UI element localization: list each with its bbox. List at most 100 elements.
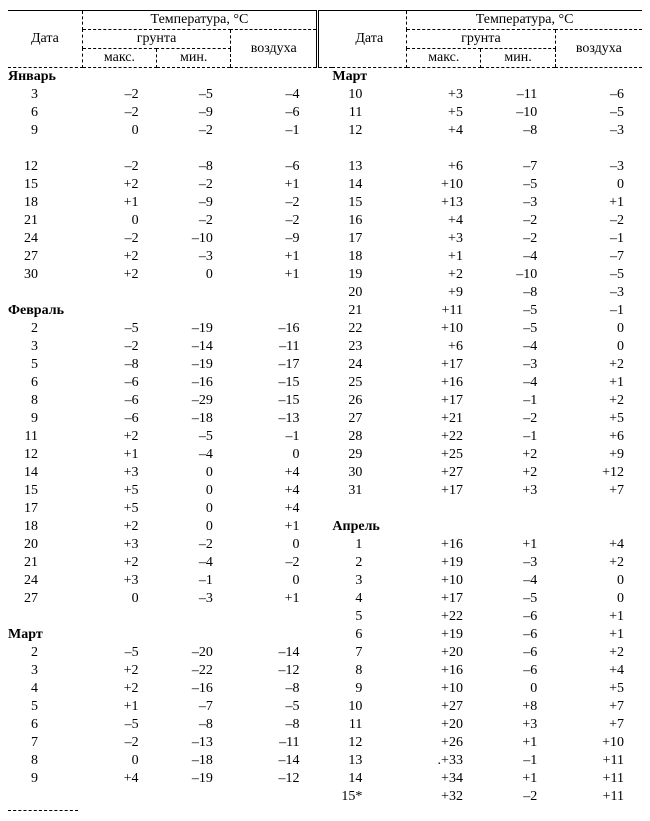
min-cell: –2 [481, 230, 555, 248]
day-cell: 24 [332, 356, 406, 374]
day-cell: 9 [8, 410, 82, 428]
air-cell: +2 [555, 356, 642, 374]
day-cell: 1 [332, 536, 406, 554]
min-cell: –3 [481, 194, 555, 212]
air-cell: +10 [555, 734, 642, 752]
air-cell: +4 [555, 662, 642, 680]
min-cell: 0 [157, 482, 231, 500]
day-cell: 8 [332, 662, 406, 680]
air-cell: +2 [555, 554, 642, 572]
air-cell: 0 [555, 320, 642, 338]
max-cell: +2 [82, 518, 156, 536]
min-cell: –3 [481, 356, 555, 374]
day-cell: 6 [8, 374, 82, 392]
min-cell: –7 [157, 698, 231, 716]
max-cell: +2 [82, 428, 156, 446]
day-cell: 15 [8, 176, 82, 194]
air-cell: +1 [555, 194, 642, 212]
min-cell: +2 [481, 464, 555, 482]
min-cell: –4 [481, 248, 555, 266]
air-cell: –15 [231, 392, 318, 410]
table-row: 5 +22 –6 +1 [8, 608, 642, 626]
air-cell: –13 [231, 410, 318, 428]
air-cell: 0 [555, 176, 642, 194]
min-cell: –10 [157, 230, 231, 248]
min-cell: –1 [481, 428, 555, 446]
max-cell: –5 [82, 716, 156, 734]
max-cell: +16 [407, 536, 481, 554]
table-row: 27 0 –3 +1 4 +17 –5 0 [8, 590, 642, 608]
air-cell: –1 [555, 230, 642, 248]
hdr-ground-right: грунта [407, 30, 556, 49]
min-cell: –7 [481, 158, 555, 176]
day-cell: 18 [8, 518, 82, 536]
table-row: Февраль 21 +11 –5 –1 [8, 302, 642, 320]
min-cell: –2 [157, 212, 231, 230]
min-cell: –5 [481, 590, 555, 608]
day-cell: 28 [332, 428, 406, 446]
table-row: 18 +1 –9 –2 15 +13 –3 +1 [8, 194, 642, 212]
hdr-max-right: макс. [407, 49, 481, 68]
max-cell: +20 [407, 644, 481, 662]
max-cell: +25 [407, 446, 481, 464]
table-row: 6 –2 –9 –6 11 +5 –10 –5 [8, 104, 642, 122]
min-cell: –3 [157, 590, 231, 608]
max-cell: –6 [82, 374, 156, 392]
max-cell: +5 [82, 500, 156, 518]
min-cell: –9 [157, 194, 231, 212]
min-cell: –19 [157, 356, 231, 374]
air-cell: 0 [231, 572, 318, 590]
day-cell: 27 [8, 590, 82, 608]
min-cell: –2 [157, 122, 231, 140]
air-cell: +9 [555, 446, 642, 464]
day-cell: 7 [8, 734, 82, 752]
hdr-max-left: макс. [82, 49, 156, 68]
min-cell: –22 [157, 662, 231, 680]
air-cell: –6 [231, 158, 318, 176]
max-cell: +17 [407, 356, 481, 374]
day-cell: 6 [332, 626, 406, 644]
min-cell: –1 [157, 572, 231, 590]
min-cell: 0 [157, 500, 231, 518]
max-cell: +27 [407, 464, 481, 482]
air-cell: +7 [555, 698, 642, 716]
max-cell: +3 [82, 572, 156, 590]
air-cell: 0 [231, 446, 318, 464]
max-cell: +10 [407, 320, 481, 338]
table-row: 4 +2 –16 –8 9 +10 0 +5 [8, 680, 642, 698]
air-cell: –16 [231, 320, 318, 338]
max-cell: +16 [407, 374, 481, 392]
table-row: 3 –2 –5 –4 10 +3 –11 –6 [8, 86, 642, 104]
day-cell: 12 [332, 122, 406, 140]
table-row: 18 +2 0 +1Апрель [8, 518, 642, 536]
max-cell: –2 [82, 104, 156, 122]
max-cell: –2 [82, 158, 156, 176]
max-cell: –5 [82, 320, 156, 338]
min-cell: 0 [157, 518, 231, 536]
air-cell: –5 [231, 698, 318, 716]
air-cell: –11 [231, 734, 318, 752]
month-label: Февраль [8, 302, 318, 320]
day-cell: 10 [332, 698, 406, 716]
max-cell: +17 [407, 392, 481, 410]
min-cell: –14 [157, 338, 231, 356]
table-row: 15* +32 –2 +11 [8, 788, 642, 806]
day-cell: 15 [332, 194, 406, 212]
hdr-ground-left: грунта [82, 30, 231, 49]
min-cell: 0 [157, 464, 231, 482]
min-cell: –6 [481, 626, 555, 644]
table-row: 6 –5 –8 –8 11 +20 +3 +7 [8, 716, 642, 734]
air-cell: 0 [231, 536, 318, 554]
min-cell: 0 [481, 680, 555, 698]
max-cell: –2 [82, 338, 156, 356]
min-cell: –2 [481, 410, 555, 428]
air-cell: +11 [555, 770, 642, 788]
max-cell: +10 [407, 572, 481, 590]
air-cell: –1 [555, 302, 642, 320]
min-cell: –4 [481, 572, 555, 590]
air-cell: –4 [231, 86, 318, 104]
table-row: 27 +2 –3 +1 18 +1 –4 –7 [8, 248, 642, 266]
hdr-min-left: мин. [157, 49, 231, 68]
day-cell: 20 [8, 536, 82, 554]
day-cell: 5 [8, 356, 82, 374]
